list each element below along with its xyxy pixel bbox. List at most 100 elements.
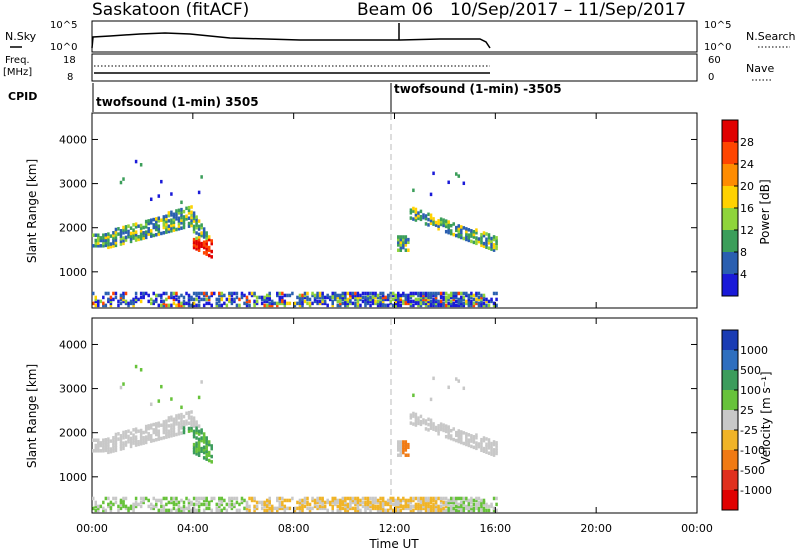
power-cell xyxy=(202,229,206,234)
power-cell xyxy=(482,295,486,300)
velocity-cell xyxy=(432,376,435,381)
power-cell xyxy=(439,222,443,227)
power-cell xyxy=(197,291,201,296)
power-cell xyxy=(475,293,478,298)
power-cell xyxy=(124,225,128,229)
power-cell xyxy=(165,291,168,296)
power-cell xyxy=(399,248,403,252)
velocity-cell xyxy=(402,496,405,501)
power-cell xyxy=(318,295,322,300)
power-cell xyxy=(200,233,203,238)
velocity-cell xyxy=(200,436,203,440)
power-cell xyxy=(94,297,98,302)
velocity-cell xyxy=(112,446,115,451)
velocity-cell xyxy=(139,439,143,443)
power-cell xyxy=(364,301,367,306)
power-cell xyxy=(102,238,105,243)
power-cell xyxy=(155,219,158,224)
velocity-cell xyxy=(366,506,370,511)
power-cell xyxy=(404,293,408,298)
velocity-cell xyxy=(475,433,478,437)
velocity-cell xyxy=(225,502,229,507)
power-cell xyxy=(462,301,466,306)
velocity-cell xyxy=(394,506,397,511)
velocity-cell xyxy=(470,508,473,513)
power-cell xyxy=(417,291,420,296)
power-cell xyxy=(144,291,148,296)
velocity-cell xyxy=(147,498,150,503)
power-cell xyxy=(293,301,297,306)
velocity-cell xyxy=(205,446,208,451)
power-cell xyxy=(223,301,226,306)
velocity-cell xyxy=(205,496,208,501)
velocity-cell xyxy=(447,508,450,513)
velocity-cell xyxy=(465,437,468,441)
power-cell xyxy=(470,291,473,296)
velocity-cell xyxy=(399,445,403,450)
velocity-cell xyxy=(165,508,168,513)
power-cell xyxy=(265,297,269,302)
nsearch-ytick-bottom: 10^0 xyxy=(704,42,731,53)
velocity-cell xyxy=(404,445,408,450)
power-cell xyxy=(107,299,110,304)
power-cell xyxy=(422,295,425,300)
power-cell xyxy=(180,207,183,212)
velocity-cell xyxy=(268,508,271,513)
power-cell xyxy=(107,235,110,239)
velocity-cell xyxy=(419,422,423,427)
power-cell xyxy=(147,219,150,223)
xtick-label: 12:00 xyxy=(379,522,411,535)
power-cell xyxy=(165,225,168,229)
velocity-cell xyxy=(94,504,98,509)
velocity-cell xyxy=(144,435,148,439)
velocity-cell xyxy=(172,425,176,429)
velocity-cell xyxy=(109,449,113,454)
power-cell xyxy=(94,299,98,304)
power-cell xyxy=(487,233,491,237)
power-cell xyxy=(213,291,216,296)
velocity-cell xyxy=(175,414,178,418)
velocity-cell xyxy=(293,506,297,511)
power-cell xyxy=(331,293,334,298)
velocity-cell xyxy=(182,425,186,429)
power-cell xyxy=(397,240,400,245)
power-cell xyxy=(492,301,496,306)
velocity-cell xyxy=(485,502,488,507)
velocity-cell xyxy=(467,502,471,507)
power-cell xyxy=(220,291,224,296)
power-cell xyxy=(495,238,498,243)
velocity-cell xyxy=(460,508,463,513)
velocity-cell xyxy=(409,496,413,501)
velocity-cell xyxy=(485,504,488,509)
velocity-cell xyxy=(399,442,403,447)
power-cell xyxy=(490,297,493,302)
velocity-cell xyxy=(190,423,193,427)
power-cell xyxy=(379,303,382,308)
velocity-cell xyxy=(268,500,271,505)
power-cell xyxy=(97,241,100,245)
power-cell xyxy=(205,252,208,256)
power-cell xyxy=(139,231,143,236)
power-cell xyxy=(253,299,256,304)
velocity-cell xyxy=(99,449,103,453)
power-cell xyxy=(139,234,143,238)
power-cell xyxy=(399,295,403,300)
velocity-cell xyxy=(119,502,123,507)
power-cell xyxy=(233,299,236,304)
power-cell xyxy=(422,215,425,220)
velocity-cell xyxy=(187,506,191,511)
power-cell xyxy=(268,295,271,300)
velocity-cell xyxy=(177,500,181,505)
velocity-cell xyxy=(124,430,128,434)
power-cell xyxy=(190,215,193,220)
velocity-cell xyxy=(417,418,420,423)
velocity-cell xyxy=(399,450,403,455)
power-cell xyxy=(155,217,158,221)
velocity-cell xyxy=(182,504,186,509)
velocity-cell xyxy=(175,422,178,426)
velocity-cell xyxy=(152,428,155,432)
velocity-cell xyxy=(94,446,98,450)
power-cell xyxy=(278,299,282,304)
velocity-cell xyxy=(331,496,334,501)
power-cell xyxy=(248,303,251,308)
